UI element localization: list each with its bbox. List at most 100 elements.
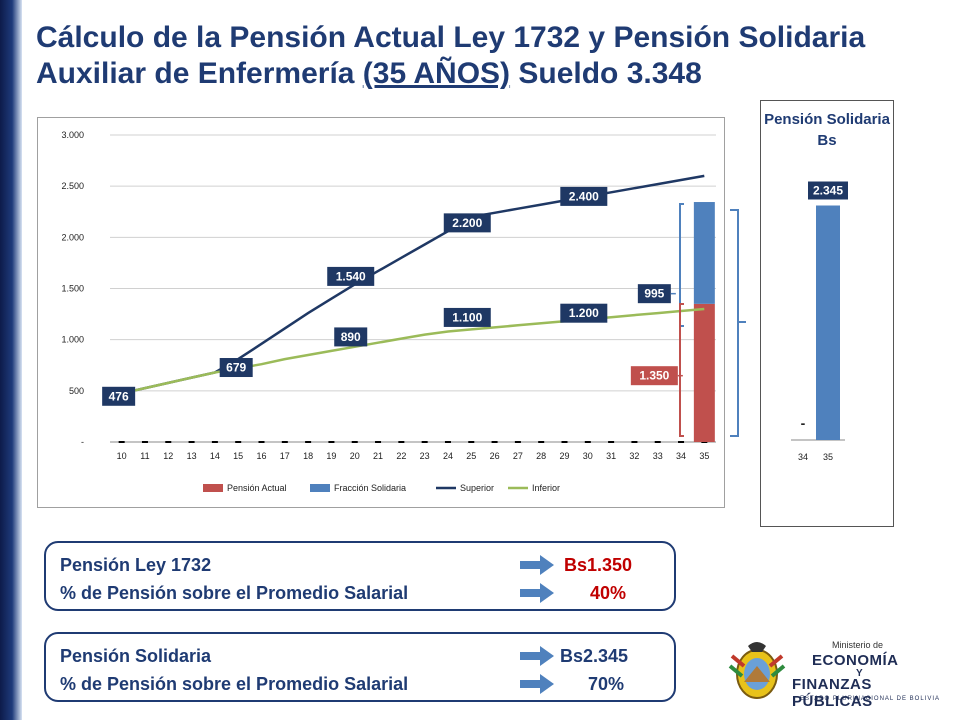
zero-marker xyxy=(188,441,195,443)
zero-marker xyxy=(211,441,218,443)
title-line-2b: Sueldo 3.348 xyxy=(510,57,702,90)
zero-marker xyxy=(328,441,335,443)
arrow-right-icon xyxy=(520,555,554,575)
bar-fraccion-solidaria xyxy=(693,202,715,304)
y-tick-label: 2.500 xyxy=(61,181,84,191)
zero-marker xyxy=(678,441,685,443)
zero-marker xyxy=(235,441,242,443)
data-label-box xyxy=(560,303,608,323)
y-tick-label: 3.000 xyxy=(61,130,84,140)
info-2-row-1-value: Bs2.345 xyxy=(560,646,629,666)
data-label-box xyxy=(334,327,368,347)
x-tick-label: 19 xyxy=(326,451,336,461)
zero-marker xyxy=(631,441,638,443)
main-chart: - 500 1.000 1.500 2.000 2.500 3.000 10 11 12 13 14 1… xyxy=(37,117,725,508)
legend-label: Fracción Solidaria xyxy=(334,483,406,493)
x-tick-label: 26 xyxy=(490,451,500,461)
ministry-line-4: FINANZAS PÚBLICAS xyxy=(792,676,873,710)
left-accent-bar xyxy=(0,0,22,720)
x-tick-label: 11 xyxy=(140,451,149,461)
data-label-box xyxy=(630,366,678,386)
info-1-row-1-value: Bs1.350 xyxy=(564,555,633,575)
data-label: 2.400 xyxy=(569,189,599,203)
zero-marker xyxy=(118,441,125,443)
x-tick-label: 13 xyxy=(187,451,197,461)
data-label: 2.200 xyxy=(452,216,482,230)
ministry-logo: Ministerio de ECONOMÍA Y FINANZAS PÚBLIC… xyxy=(792,640,942,710)
solidarity-chart: 34 - 35 2.345 Pensión Solidaria Bs xyxy=(760,100,894,527)
x-tick-label: 28 xyxy=(536,451,546,461)
side-bar xyxy=(816,205,840,440)
data-label: 679 xyxy=(226,361,246,375)
zero-marker xyxy=(608,441,615,443)
data-label-box xyxy=(102,386,136,406)
data-label-box xyxy=(443,307,491,327)
data-label-box xyxy=(637,284,671,304)
x-tick-label: 20 xyxy=(350,451,360,461)
x-tick-label: 10 xyxy=(117,451,127,461)
x-tick-label: 18 xyxy=(303,451,313,461)
info-1-row-2-label: % de Pensión sobre el Promedio Salarial xyxy=(60,583,409,603)
zero-marker xyxy=(141,441,148,443)
brackets xyxy=(679,203,746,437)
line-superior xyxy=(121,174,705,395)
zero-marker xyxy=(305,441,312,443)
page-title: Cálculo de la Pensión Actual Ley 1732 y … xyxy=(36,20,946,92)
info-1-row-2-value: 40% xyxy=(590,583,627,603)
ministry-line-3: Y xyxy=(856,668,863,679)
data-label: 890 xyxy=(341,330,361,344)
legend-label: Superior xyxy=(460,483,494,493)
info-2-row-1-label: Pensión Solidaria xyxy=(60,646,212,666)
zero-marker xyxy=(561,441,568,443)
ministry-line-5: ESTADO PLURINACIONAL DE BOLIVIA xyxy=(800,696,941,702)
title-line-2-underlined: (35 AÑOS) xyxy=(362,57,511,90)
x-tick-label: 30 xyxy=(583,451,593,461)
side-x-tick-label: 35 xyxy=(823,452,833,462)
x-tick-label: 33 xyxy=(653,451,663,461)
x-tick-label: 23 xyxy=(420,451,430,461)
data-label: 476 xyxy=(109,389,129,403)
y-tick-label: 2.000 xyxy=(61,232,84,242)
title-line-2a: Auxiliar de Enfermería xyxy=(36,57,363,90)
zero-marker xyxy=(584,441,591,443)
title-line-1: Cálculo de la Pensión Actual Ley 1732 y … xyxy=(36,21,866,54)
y-tick-label: - xyxy=(81,437,84,447)
ministry-line-1: Ministerio de xyxy=(832,640,884,650)
data-label: 1.350 xyxy=(639,369,669,383)
data-label-box xyxy=(219,358,253,378)
coat-of-arms-logo xyxy=(728,642,786,699)
x-tick-label: 17 xyxy=(280,451,290,461)
zero-marker xyxy=(258,441,265,443)
data-label: 995 xyxy=(644,287,664,301)
zero-marker xyxy=(398,441,405,443)
x-tick-label: 14 xyxy=(210,451,220,461)
legend-swatch xyxy=(203,484,223,492)
bracket-actual xyxy=(679,303,684,437)
info-2-row-2-label: % de Pensión sobre el Promedio Salarial xyxy=(60,674,409,694)
zero-marker xyxy=(165,441,172,443)
x-tick-label: 24 xyxy=(443,451,453,461)
legend-label: Pensión Actual xyxy=(227,483,287,493)
info-box-pension: Pensión Ley 1732 Bs1.350 % de Pensión so… xyxy=(44,541,676,611)
x-tick-label: 29 xyxy=(559,451,569,461)
line-inferior xyxy=(121,307,705,395)
solidarity-chart-svg: 34 - 35 2.345 xyxy=(791,181,848,462)
info-box-solidaria: Pensión Solidaria Bs2.345 % de Pensión s… xyxy=(44,632,676,702)
side-data-label: - xyxy=(801,415,806,431)
side-data-label-box xyxy=(808,181,848,200)
bracket-solidaria xyxy=(679,203,684,327)
data-label: 1.200 xyxy=(569,306,599,320)
zero-marker xyxy=(444,441,451,443)
legend-swatch xyxy=(310,484,330,492)
x-tick-label: 22 xyxy=(396,451,406,461)
zero-marker xyxy=(468,441,475,443)
info-1-row-1-label: Pensión Ley 1732 xyxy=(60,555,212,575)
zero-marker xyxy=(514,441,521,443)
x-tick-label: 25 xyxy=(466,451,476,461)
y-tick-label: 1.000 xyxy=(61,335,84,345)
zero-marker xyxy=(654,441,661,443)
arrow-right-icon xyxy=(520,674,554,694)
x-tick-label: 35 xyxy=(699,451,709,461)
x-tick-label: 21 xyxy=(373,451,383,461)
side-data-label: 2.345 xyxy=(813,184,843,198)
